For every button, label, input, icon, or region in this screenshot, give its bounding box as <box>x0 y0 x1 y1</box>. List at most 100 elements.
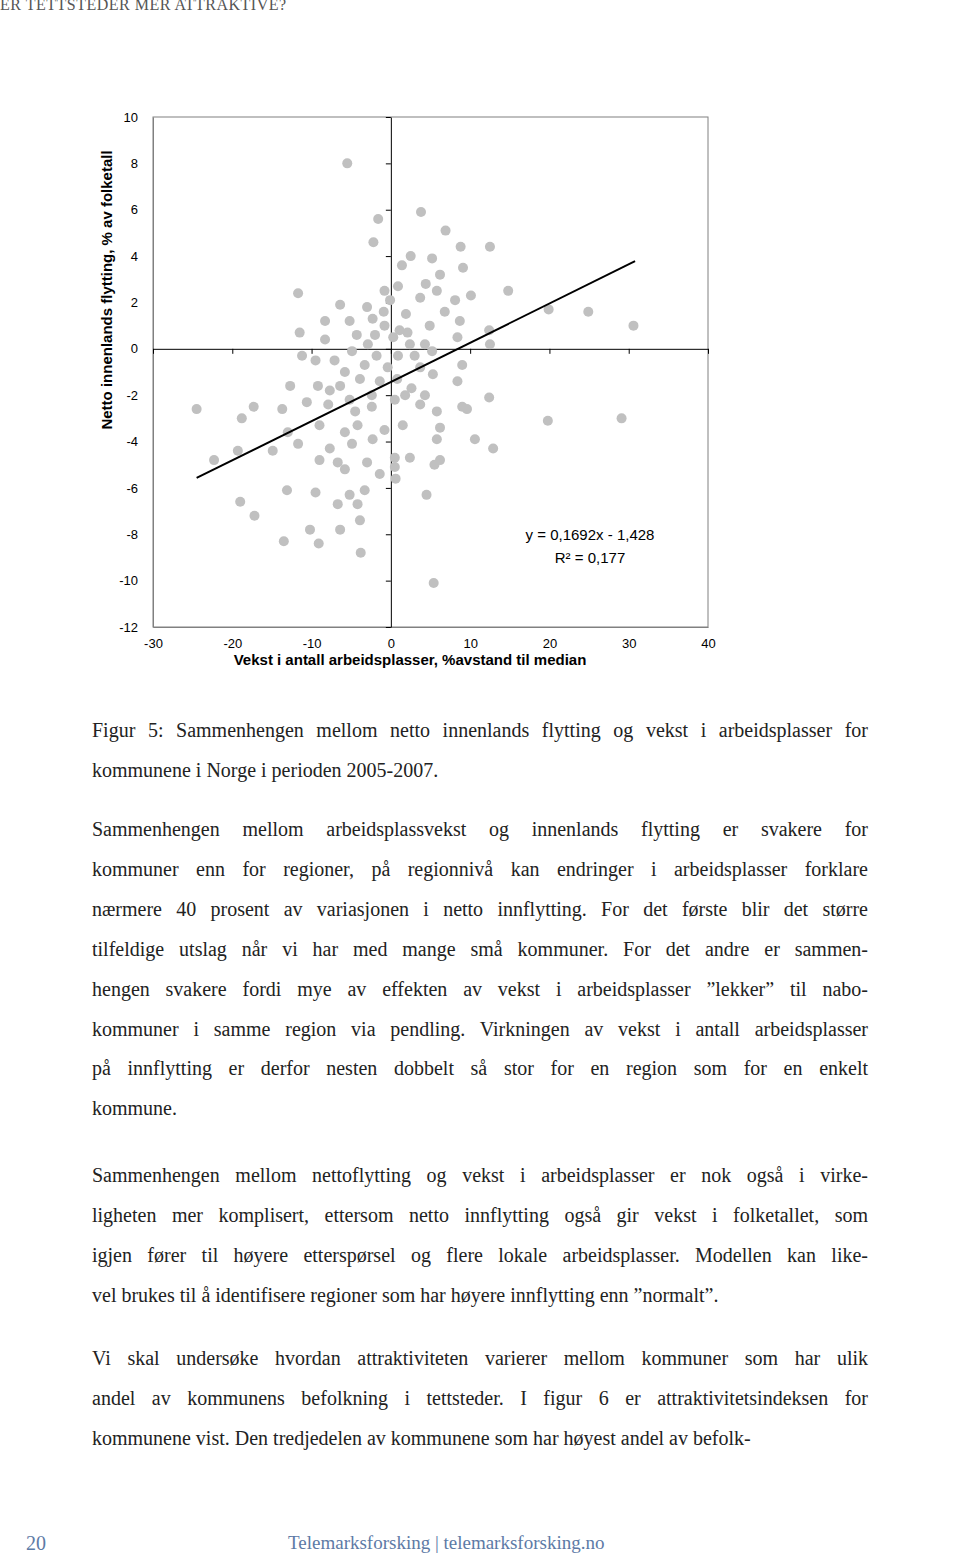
tick <box>629 349 630 354</box>
point <box>249 402 259 412</box>
tick-mark <box>629 349 630 354</box>
point <box>323 399 333 409</box>
point <box>350 406 360 416</box>
paragraph-line: kommuner i samme region via pendling. Vi… <box>92 1016 868 1042</box>
tick <box>153 349 154 354</box>
tick <box>312 349 313 354</box>
tick-label: -4 <box>126 434 138 449</box>
point <box>305 525 315 535</box>
tick-label: -12 <box>119 620 138 635</box>
tick: 10 <box>124 110 153 125</box>
point <box>368 237 378 247</box>
tick-label: 30 <box>622 636 636 651</box>
tick-mark <box>386 581 391 582</box>
point <box>440 307 450 317</box>
point <box>435 455 445 465</box>
tick: -2 <box>126 388 153 403</box>
caption-line: kommunene i Norge i perioden 2005-2007. <box>92 757 868 783</box>
point <box>422 490 432 500</box>
point <box>360 485 370 495</box>
tick-mark <box>386 256 391 257</box>
tick: 0 <box>131 341 153 356</box>
point <box>370 330 380 340</box>
tick-mark <box>312 349 313 354</box>
tick-label: -6 <box>126 481 138 496</box>
tick: -30 <box>144 627 163 651</box>
tick-label: 0 <box>131 341 138 356</box>
point <box>293 439 303 449</box>
point <box>428 369 438 379</box>
point <box>315 455 325 465</box>
axis-y: -12-10-8-6-4-20246810 <box>119 110 153 635</box>
point <box>368 434 378 444</box>
tick-mark <box>386 163 391 164</box>
tick-mark <box>386 395 391 396</box>
paragraph-line: tilfeldige utslag når vi har med mange s… <box>92 936 868 962</box>
point <box>410 351 420 361</box>
point <box>311 355 321 365</box>
tick <box>386 210 391 211</box>
point <box>462 404 472 414</box>
point <box>583 307 593 317</box>
tick: 8 <box>131 156 153 171</box>
tick: -6 <box>126 481 153 496</box>
tick-label: -2 <box>126 388 138 403</box>
point <box>395 325 405 335</box>
tick <box>386 534 391 535</box>
point <box>427 346 437 356</box>
tick <box>386 163 391 164</box>
chart: -12-10-8-6-4-20246810-30-20-10010203040y… <box>0 0 960 690</box>
point <box>466 291 476 301</box>
point <box>457 360 467 370</box>
point <box>192 404 202 414</box>
point <box>432 286 442 296</box>
tick: 30 <box>622 627 636 651</box>
point <box>279 536 289 546</box>
x-axis-title: Vekst i antall arbeidsplasser, %avstand … <box>234 651 587 668</box>
tick-label: 10 <box>124 110 138 125</box>
point <box>314 539 324 549</box>
point <box>333 457 343 467</box>
point <box>441 226 451 236</box>
tick <box>386 488 391 489</box>
point <box>353 420 363 430</box>
paragraph-line: nærmere 40 prosent av variasjonen i nett… <box>92 896 868 922</box>
point <box>380 425 390 435</box>
point <box>340 367 350 377</box>
tick <box>708 349 709 354</box>
scatter-series <box>192 158 639 588</box>
tick-mark <box>708 349 709 354</box>
tick-label: -8 <box>126 527 138 542</box>
point <box>362 302 372 312</box>
tick <box>386 349 391 350</box>
point <box>285 381 295 391</box>
tick-label: 6 <box>131 202 138 217</box>
tick <box>386 256 391 257</box>
paragraph-line: Sammenhengen mellom nettoflytting og vek… <box>92 1162 868 1188</box>
point <box>458 263 468 273</box>
tick <box>470 349 471 354</box>
point <box>543 416 553 426</box>
paragraph-line: på innflytting er derfor nesten dobbelt … <box>92 1055 868 1081</box>
axis-x: -30-20-10010203040 <box>144 627 716 651</box>
point <box>325 386 335 396</box>
point <box>406 251 416 261</box>
point <box>360 360 370 370</box>
point <box>415 293 425 303</box>
point <box>333 499 343 509</box>
paragraph-line: igjen fører til høyere etterspørsel og f… <box>92 1242 868 1268</box>
tick: 10 <box>463 627 477 651</box>
point <box>233 446 243 456</box>
axis-line <box>154 627 709 628</box>
tick-label: -30 <box>144 636 163 651</box>
point <box>297 351 307 361</box>
point <box>415 399 425 409</box>
tick-mark <box>386 534 391 535</box>
point <box>432 406 442 416</box>
point <box>347 346 357 356</box>
tick-mark <box>386 442 391 443</box>
point <box>455 316 465 326</box>
point <box>340 464 350 474</box>
point <box>488 444 498 454</box>
point <box>355 515 365 525</box>
